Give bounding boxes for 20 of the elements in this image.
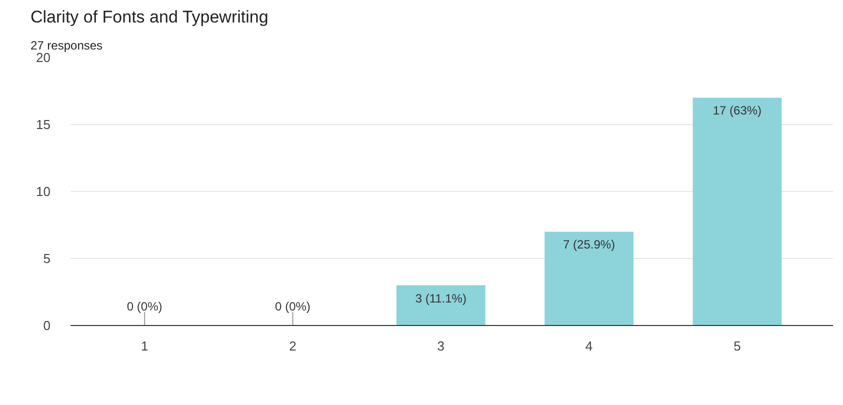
bar xyxy=(544,232,634,326)
chart-title: Clarity of Fonts and Typewriting xyxy=(30,8,268,26)
data-label: 0 (0%) xyxy=(126,300,162,314)
x-tick-label: 3 xyxy=(437,338,445,354)
bar xyxy=(692,98,782,326)
y-tick-label: 10 xyxy=(36,184,51,199)
data-label: 17 (63%) xyxy=(712,104,762,118)
data-label: 7 (25.9%) xyxy=(563,238,616,252)
x-tick-label: 2 xyxy=(289,338,296,354)
y-tick-label: 15 xyxy=(36,117,51,132)
y-tick-label: 20 xyxy=(36,50,51,65)
x-tick-label: 4 xyxy=(585,338,593,354)
data-label: 3 (11.1%) xyxy=(415,291,466,306)
y-tick-label: 0 xyxy=(43,318,51,333)
x-tick-label: 5 xyxy=(734,338,741,354)
x-tick-label: 1 xyxy=(140,338,148,354)
data-label: 0 (0%) xyxy=(275,300,310,314)
bar xyxy=(396,285,486,326)
chart-subtitle: 27 responses xyxy=(30,38,103,52)
y-tick-label: 5 xyxy=(43,251,51,266)
